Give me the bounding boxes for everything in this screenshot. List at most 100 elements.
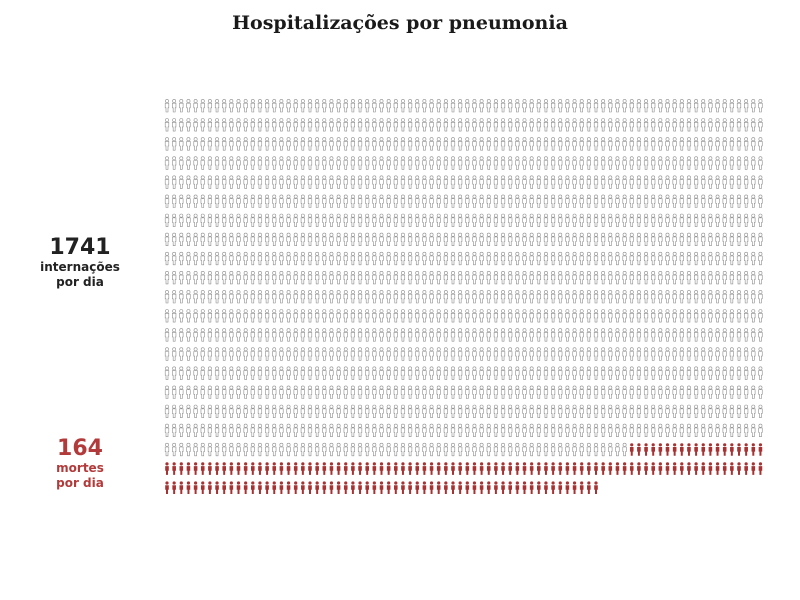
death-person-icon: [694, 443, 698, 456]
hospitalization-person-icon: [207, 328, 212, 342]
hospitalization-person-icon: [551, 194, 556, 208]
hospitalization-person-icon: [286, 385, 291, 399]
hospitalization-person-icon: [515, 347, 520, 361]
hospitalization-person-icon: [229, 328, 234, 342]
hospitalization-person-icon: [286, 366, 291, 380]
hospitalization-person-icon: [586, 290, 591, 304]
hospitalization-person-icon: [758, 328, 763, 342]
hospitalization-person-icon: [422, 251, 427, 266]
hospitalization-person-icon: [307, 423, 313, 437]
death-person-icon: [494, 481, 498, 495]
hospitalization-person-icon: [708, 347, 713, 361]
hospitalization-person-icon: [736, 213, 742, 227]
hospitalization-person-icon: [350, 385, 355, 399]
hospitalization-person-icon: [500, 366, 506, 380]
hospitalization-person-icon: [744, 99, 749, 113]
hospitalization-person-icon: [422, 442, 427, 457]
hospitalization-person-icon: [500, 328, 506, 342]
hospitalization-person-icon: [543, 213, 549, 227]
death-person-icon: [544, 462, 548, 475]
hospitalization-person-icon: [708, 99, 713, 113]
hospitalization-person-icon: [715, 366, 720, 380]
hospitalization-person-icon: [586, 404, 591, 418]
hospitalization-person-icon: [744, 251, 749, 266]
hospitalization-person-icon: [257, 366, 263, 380]
hospitalization-person-icon: [386, 99, 391, 113]
hospitalization-person-icon: [436, 232, 441, 246]
hospitalization-person-icon: [257, 137, 263, 151]
hospitalization-person-icon: [379, 194, 384, 208]
hospitalization-person-icon: [758, 309, 763, 323]
hospitalization-person-icon: [343, 175, 348, 189]
hospitalization-person-icon: [350, 423, 355, 437]
hospitalization-person-icon: [572, 385, 577, 399]
hospitalization-person-icon: [279, 156, 284, 170]
hospitalization-person-icon: [465, 251, 470, 266]
death-person-icon: [293, 462, 298, 475]
hospitalization-person-icon: [708, 213, 713, 227]
hospitalization-person-icon: [186, 232, 191, 246]
hospitalization-person-icon: [715, 404, 720, 418]
hospitalization-person-icon: [515, 385, 520, 399]
death-person-icon: [672, 462, 677, 475]
hospitalization-person-icon: [622, 290, 627, 304]
death-person-icon: [651, 462, 655, 475]
hospitalization-person-icon: [586, 385, 591, 399]
hospitalization-person-icon: [186, 175, 191, 189]
hospitalization-person-icon: [686, 328, 692, 342]
hospitalization-person-icon: [615, 404, 620, 418]
hospitalization-person-icon: [279, 309, 284, 323]
hospitalization-person-icon: [500, 175, 506, 189]
hospitalization-person-icon: [729, 328, 734, 342]
hospitalization-person-icon: [322, 404, 327, 418]
hospitalization-person-icon: [350, 366, 355, 380]
hospitalization-person-icon: [565, 232, 570, 246]
hospitalization-person-icon: [458, 347, 463, 361]
hospitalization-person-icon: [400, 366, 406, 380]
hospitalization-person-icon: [222, 270, 227, 285]
hospitalization-person-icon: [357, 385, 363, 399]
hospitalization-person-icon: [586, 423, 591, 437]
hospitalization-person-icon: [751, 118, 756, 132]
hospitalization-person-icon: [708, 290, 713, 304]
hospitalization-person-icon: [307, 309, 313, 323]
hospitalization-person-icon: [186, 347, 191, 361]
hospitalization-person-icon: [729, 156, 734, 170]
hospitalization-person-icon: [293, 423, 298, 437]
hospitalization-person-icon: [329, 309, 334, 323]
hospitalization-person-icon: [393, 213, 398, 227]
hospitalization-person-icon: [307, 347, 313, 361]
hospitalization-person-icon: [758, 385, 763, 399]
hospitalization-person-icon: [665, 404, 670, 418]
hospitalization-person-icon: [758, 270, 763, 285]
hospitalization-person-icon: [372, 270, 377, 285]
hospitalization-person-icon: [214, 423, 220, 437]
hospitalizations-label-line2: por dia: [56, 275, 104, 289]
hospitalization-person-icon: [593, 251, 599, 266]
hospitalization-person-icon: [279, 328, 284, 342]
hospitalization-person-icon: [636, 99, 641, 113]
hospitalization-person-icon: [179, 213, 184, 227]
hospitalization-person-icon: [579, 366, 584, 380]
hospitalization-person-icon: [257, 213, 263, 227]
hospitalization-person-icon: [179, 156, 184, 170]
death-person-icon: [286, 481, 291, 495]
hospitalization-person-icon: [272, 213, 277, 227]
hospitalization-person-icon: [515, 328, 520, 342]
hospitalization-person-icon: [515, 251, 520, 266]
hospitalization-person-icon: [465, 290, 470, 304]
hospitalization-person-icon: [493, 347, 498, 361]
hospitalizations-label-line1: internações: [40, 260, 120, 274]
hospitalization-person-icon: [429, 423, 434, 437]
hospitalization-person-icon: [665, 366, 670, 380]
hospitalization-person-icon: [343, 251, 348, 266]
hospitalization-person-icon: [629, 156, 634, 170]
hospitalization-person-icon: [365, 442, 370, 457]
hospitalization-person-icon: [429, 385, 434, 399]
hospitalization-person-icon: [586, 309, 591, 323]
death-person-icon: [744, 443, 748, 456]
hospitalization-person-icon: [579, 213, 584, 227]
hospitalization-person-icon: [694, 99, 699, 113]
hospitalization-person-icon: [450, 213, 456, 227]
hospitalization-person-icon: [236, 423, 241, 437]
